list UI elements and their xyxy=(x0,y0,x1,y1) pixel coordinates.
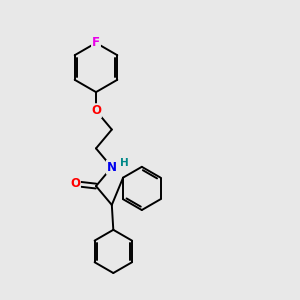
Text: N: N xyxy=(107,161,117,174)
Text: H: H xyxy=(120,158,129,168)
Text: O: O xyxy=(91,104,101,117)
Text: O: O xyxy=(70,177,80,190)
Text: F: F xyxy=(92,36,100,50)
